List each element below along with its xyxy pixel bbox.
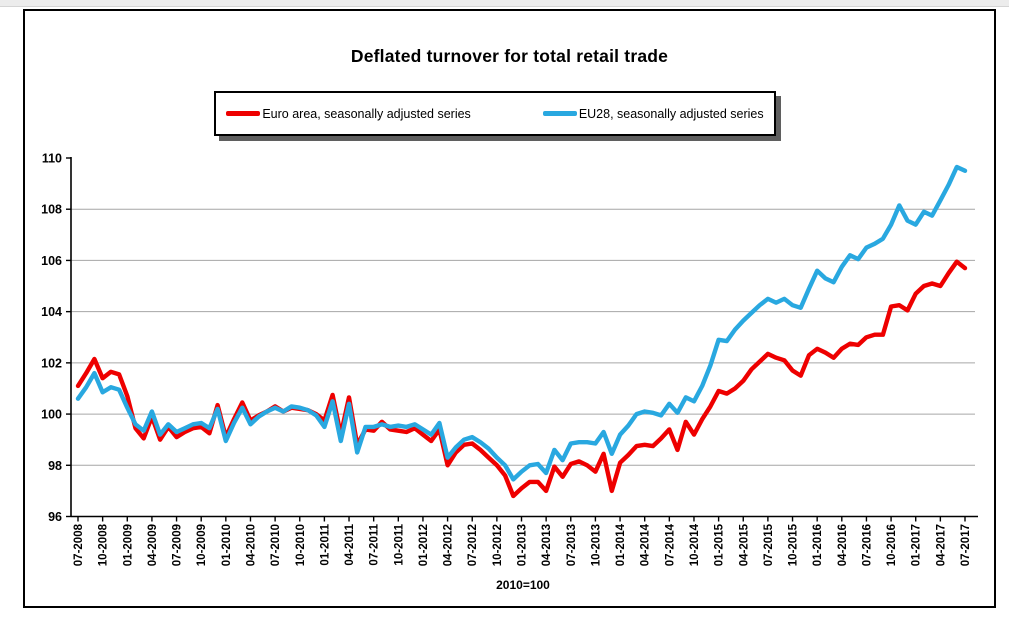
- x-tick-label-04-2013: 04-2013: [541, 524, 553, 566]
- x-tick-label-10-2014: 10-2014: [689, 523, 701, 566]
- x-tick-label-07-2015: 07-2015: [763, 523, 775, 566]
- x-tick-label-07-2008: 07-2008: [73, 523, 85, 566]
- y-tick-label-110: 110: [42, 152, 62, 166]
- x-tick-label-01-2015: 01-2015: [714, 523, 726, 566]
- y-tick-label-100: 100: [41, 408, 62, 422]
- x-tick-label-01-2016: 01-2016: [812, 524, 824, 566]
- chart-title: Deflated turnover for total retail trade: [350, 46, 669, 66]
- axes: [70, 157, 978, 518]
- x-tick-label-07-2014: 07-2014: [664, 523, 676, 566]
- legend-label-eu28: EU28, seasonally adjusted series: [578, 106, 764, 121]
- x-tick-label-04-2010: 04-2010: [245, 524, 257, 566]
- x-tick-label-04-2011: 04-2011: [344, 523, 356, 565]
- x-tick-label-10-2013: 10-2013: [590, 524, 602, 566]
- x-tick-label-04-2015: 04-2015: [738, 523, 750, 566]
- y-tick-label-108: 108: [41, 203, 62, 217]
- x-tick-label-07-2010: 07-2010: [270, 524, 282, 566]
- legend-label-euro-area: Euro area, seasonally adjusted series: [262, 106, 471, 121]
- legend-item-euro-area: Euro area, seasonally adjusted series: [226, 106, 471, 121]
- x-tick-label-10-2011: 10-2011: [393, 523, 405, 565]
- eu28-line: [75, 164, 968, 482]
- x-tick-label-10-2009: 10-2009: [196, 524, 208, 566]
- euro-area-line: [75, 259, 968, 499]
- x-tick-label-04-2016: 04-2016: [837, 524, 849, 566]
- x-tick-label-10-2015: 10-2015: [788, 523, 800, 566]
- x-tick-label-04-2009: 04-2009: [147, 524, 159, 566]
- x-tick-label-07-2017: 07-2017: [960, 524, 972, 566]
- y-tick-label-96: 96: [48, 510, 62, 524]
- x-tick-label-07-2016: 07-2016: [861, 524, 873, 566]
- index-base-note: 2010=100: [496, 578, 550, 592]
- x-tick-label-01-2012: 01-2012: [418, 524, 430, 566]
- x-axis-ticks-labels: 07-2008 10-2008 01-2009 04-2009 07-2009 10-20…: [73, 516, 972, 566]
- x-tick-label-10-2016: 10-2016: [886, 524, 898, 566]
- x-tick-label-07-2009: 07-2009: [172, 524, 184, 566]
- x-tick-label-10-2008: 10-2008: [98, 523, 110, 566]
- y-tick-label-98: 98: [48, 459, 62, 473]
- x-tick-label-01-2010: 01-2010: [221, 524, 233, 566]
- y-tick-label-106: 106: [41, 254, 62, 268]
- legend: Euro area, seasonally adjusted series EU…: [214, 91, 776, 136]
- top-strip: [0, 0, 1009, 7]
- x-tick-label-04-2017: 04-2017: [935, 524, 947, 566]
- y-tick-label-102: 102: [41, 356, 62, 370]
- x-tick-label-04-2012: 04-2012: [443, 524, 455, 566]
- x-tick-label-01-2017: 01-2017: [911, 524, 923, 566]
- x-tick-label-07-2013: 07-2013: [566, 524, 578, 566]
- x-tick-label-07-2011: 07-2011: [369, 523, 381, 565]
- y-tick-label-104: 104: [41, 305, 62, 319]
- x-tick-label-07-2012: 07-2012: [467, 524, 479, 566]
- x-tick-label-01-2014: 01-2014: [615, 523, 627, 566]
- legend-swatch-eu28-line: [542, 111, 577, 116]
- legend-item-eu28: EU28, seasonally adjusted series: [542, 106, 764, 121]
- x-tick-label-01-2013: 01-2013: [517, 524, 529, 566]
- legend-swatch-euro-area-line: [226, 111, 261, 116]
- y-axis-ticks-labels: 96 98 100 102 104 106 108 110: [41, 152, 71, 524]
- x-tick-label-10-2010: 10-2010: [295, 524, 307, 566]
- x-tick-label-10-2012: 10-2012: [492, 524, 504, 566]
- x-tick-label-01-2011: 01-2011: [319, 523, 331, 565]
- x-tick-label-01-2009: 01-2009: [122, 524, 134, 566]
- x-tick-label-04-2014: 04-2014: [640, 523, 652, 566]
